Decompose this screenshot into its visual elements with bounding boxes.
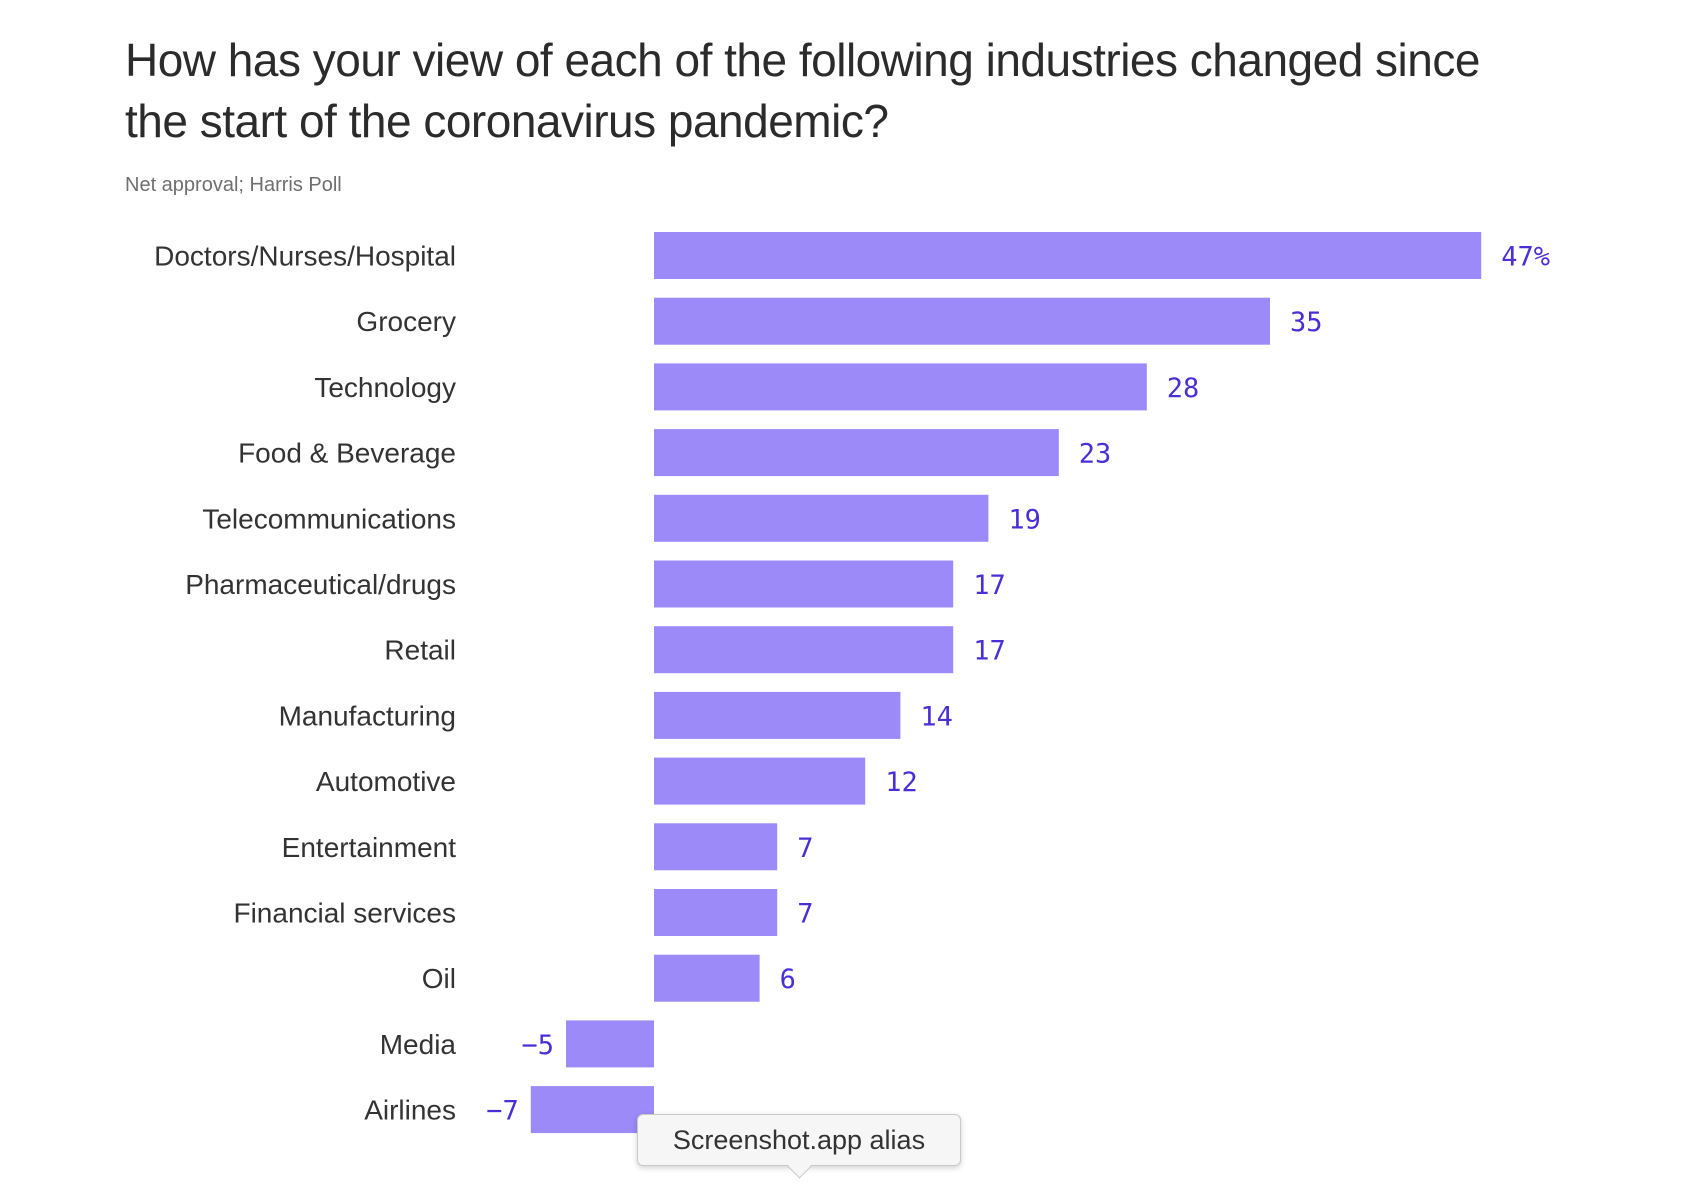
bar	[654, 889, 778, 936]
category-label: Technology	[314, 372, 456, 403]
chart-subtitle: Net approval; Harris Poll	[125, 174, 342, 196]
bar	[530, 1086, 654, 1134]
bar	[654, 757, 866, 805]
value-label: 19	[1008, 504, 1041, 535]
category-label: Retail	[384, 635, 456, 666]
category-label: Oil	[422, 963, 456, 994]
category-label: Telecommunications	[202, 503, 456, 534]
value-label: 7	[797, 899, 813, 930]
bar	[566, 1020, 654, 1068]
value-label: 12	[885, 767, 918, 798]
bar	[654, 429, 1059, 477]
category-label: Automotive	[316, 766, 456, 797]
category-label: Doctors/Nurses/Hospital	[154, 241, 456, 272]
category-label: Food & Beverage	[238, 438, 456, 469]
category-label: Entertainment	[282, 832, 457, 863]
category-label: Airlines	[364, 1095, 456, 1126]
bar	[654, 494, 989, 542]
category-label: Financial services	[233, 898, 456, 929]
value-label: 23	[1079, 439, 1112, 470]
category-label: Manufacturing	[279, 700, 456, 731]
value-label: −5	[521, 1030, 554, 1061]
category-label: Media	[380, 1029, 457, 1060]
chart-title: How has your view of each of the followi…	[125, 34, 1480, 147]
bar	[654, 232, 1482, 279]
bar	[654, 691, 901, 739]
bar	[654, 560, 954, 608]
value-label: 14	[920, 701, 953, 732]
bar	[654, 823, 778, 871]
value-label: 47%	[1501, 242, 1550, 273]
value-label: −7	[486, 1096, 519, 1127]
value-label: 7	[797, 833, 813, 864]
bar	[654, 626, 954, 674]
category-label: Pharmaceutical/drugs	[185, 569, 456, 600]
category-label: Grocery	[356, 306, 456, 337]
screenshot-alias-tooltip: Screenshot.app alias	[637, 1114, 961, 1166]
value-label: 17	[973, 570, 1006, 601]
bar	[654, 363, 1147, 411]
value-label: 35	[1290, 307, 1323, 338]
value-label: 6	[780, 964, 796, 995]
value-label: 28	[1167, 373, 1200, 404]
bar	[654, 954, 760, 1002]
bar	[654, 297, 1270, 345]
value-label: 17	[973, 636, 1006, 667]
